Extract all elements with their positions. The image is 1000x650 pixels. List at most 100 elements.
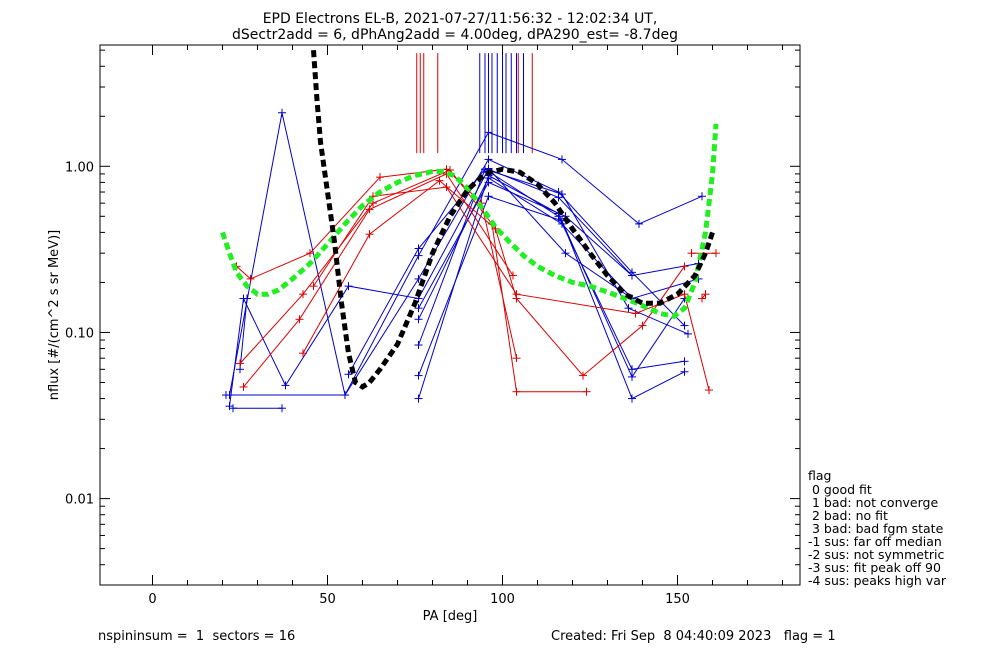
red-series-point [680,290,689,299]
red-series-point [705,386,713,395]
red-series-point [512,354,521,363]
y-tick-label: 1.00 [65,160,94,175]
blue-series-point [680,367,689,376]
blue-series-line [418,181,633,309]
legend-entry: 1 bad: not converge [808,495,938,510]
blue-series-point [243,294,251,303]
blue-series-point [481,165,489,174]
y-tick-label: 0.10 [65,326,94,341]
red-series-point [712,249,720,258]
blue-series-point [344,282,353,291]
blue-series-point [414,394,423,403]
blue-series-point [680,357,689,366]
red-series-point [687,249,696,258]
blue-series-line [418,177,633,320]
blue-series-point [558,190,566,199]
blue-series-point [225,402,234,411]
red-series-point [680,262,689,271]
blue-series-line [239,298,248,370]
blue-series-point [414,341,423,350]
red-series-point [698,294,706,303]
x-tick-label: 100 [490,592,515,607]
red-series-point [246,274,255,283]
red-series-point [306,249,314,258]
blue-series-point [684,329,692,338]
blue-series-point [344,370,353,379]
red-series-point [638,321,647,330]
black-fit-curve [311,50,715,390]
blue-series-point [484,192,493,201]
red-series-point [582,387,591,396]
blue-series-point [414,304,423,313]
red-series-point [236,359,244,368]
red-series-point [376,173,384,182]
blue-series-point [278,108,286,117]
blue-series-point [281,381,290,390]
blue-series-point [484,128,493,137]
green-fit-curve [220,123,719,319]
red-series-line [701,293,706,299]
chart-title-line-2: dSectr2add = 6, dPhAng2add = 4.00deg, dP… [232,27,678,43]
blue-series-point [484,178,493,187]
blue-series-point [229,404,237,413]
blue-series-point [484,155,493,164]
axes-layer: 0 50 100 150 0.01 0.10 1.00 [65,45,800,607]
blue-series-point [628,372,636,381]
red-series-line [313,186,710,391]
blue-series-point [414,244,423,253]
blue-series-line [418,195,685,400]
x-tick-label: 0 [148,592,156,607]
red-series-point [512,387,521,396]
blue-series-point [628,271,636,280]
red-series-point [442,183,451,192]
red-series-point [579,371,587,380]
blue-series-point [628,394,636,403]
blue-series-point [414,251,423,260]
legend-entry: 2 bad: no fit [808,508,888,523]
red-series-line [302,179,685,377]
blue-series-point [341,391,349,400]
blue-series-point [635,219,643,228]
blue-series-point [680,321,689,330]
flag-legend: flag 0 good fit 1 bad: not converge 2 ba… [808,468,947,588]
red-series-point [435,176,444,185]
legend-entry: 3 bad: bad fgm state [808,521,944,536]
red-series-point [299,349,307,358]
x-tick-label: 50 [319,592,336,607]
blue-series-line [229,168,699,407]
y-axis-label: nflux [#/(cm^2 s sr MeV)] [47,230,62,400]
blue-series-line [418,174,685,399]
blue-series-point [561,249,570,258]
red-series-point [631,309,640,318]
blue-series-point [628,365,636,374]
red-series-point [512,290,521,299]
legend-entry: -1 sus: far off median [808,534,942,549]
blue-series-point [624,304,633,313]
red-series-point [299,290,307,299]
y-tick-label: 0.01 [65,493,94,508]
red-series-point [309,282,318,291]
data-layer [220,50,720,413]
blue-series-point [414,371,423,380]
blue-series-point [558,219,566,228]
legend-entry: -4 sus: peaks high var [808,573,947,588]
plot-frame [99,44,801,586]
red-series-point [365,205,374,214]
blue-series-point [698,192,706,201]
red-series-point [239,382,248,391]
blue-series-point [558,155,566,164]
red-series-line [243,173,514,388]
legend-entry: -3 sus: fit peak off 90 [808,560,941,575]
red-series-point [365,230,374,239]
blue-series-point [222,391,230,400]
legend-entry: 0 good fit [808,482,872,497]
legend-title: flag [808,468,831,483]
legend-entry: -2 sus: not symmetric [808,547,944,562]
footer-right-info: Created: Fri Sep 8 04:40:09 2023 flag = … [551,629,836,644]
blue-series-line [229,112,703,397]
x-tick-label: 150 [665,592,690,607]
blue-series-point [278,404,286,413]
chart-title-line-1: EPD Electrons EL-B, 2021-07-27/11:56:32 … [263,11,658,27]
footer-left-info: nspininsum = 1 sectors = 16 [98,629,295,644]
